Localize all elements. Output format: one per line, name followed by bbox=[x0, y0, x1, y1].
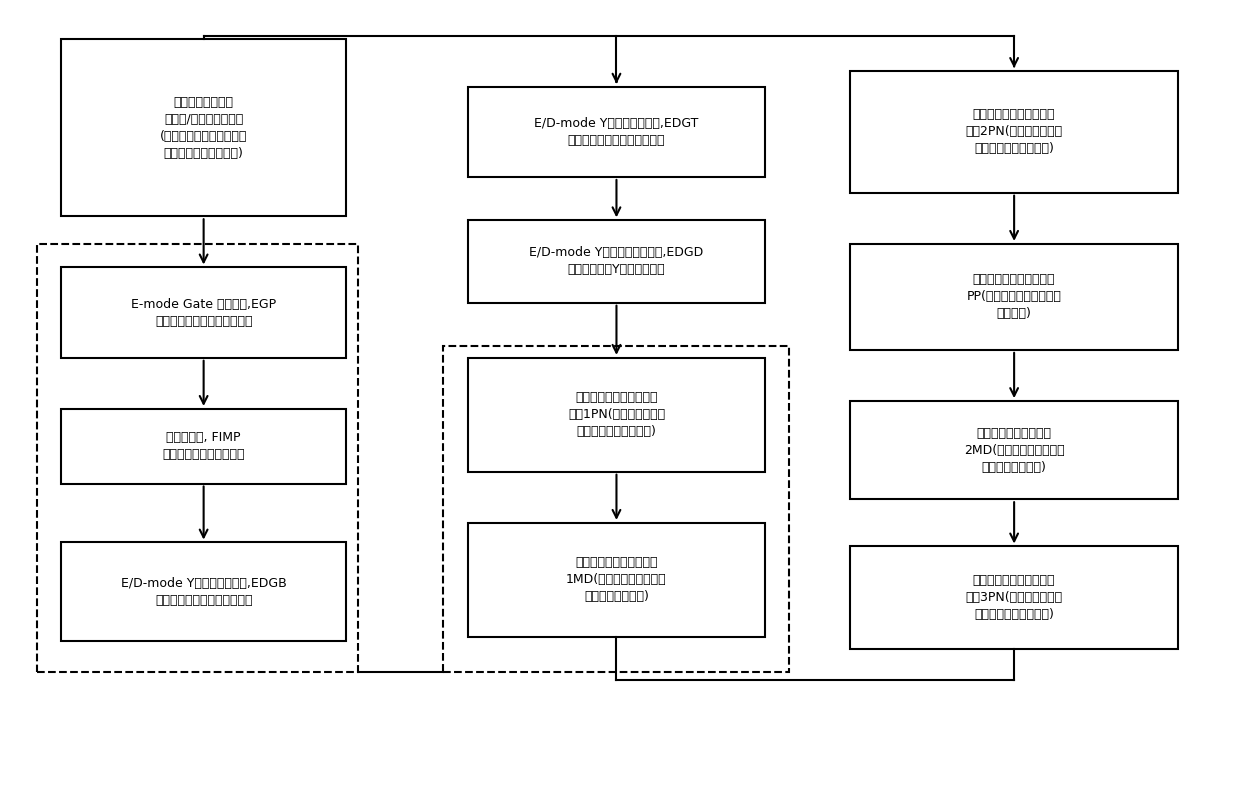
Bar bbox=[850, 244, 1178, 350]
Bar bbox=[850, 401, 1178, 499]
Bar bbox=[61, 39, 346, 217]
Text: E/D-mode Y栅底部光刻工艺,EDGB
（表面清洗与黄光曝光显影）: E/D-mode Y栅底部光刻工艺,EDGB （表面清洗与黄光曝光显影） bbox=[120, 577, 286, 606]
Bar bbox=[61, 542, 346, 641]
Text: 氟离子注入, FIMP
（离子注入及晶格修复）: 氟离子注入, FIMP （离子注入及晶格修复） bbox=[162, 431, 245, 461]
Text: E-mode Gate 光刻工艺,EGP
（表面清洗与黄光曝光显影）: E-mode Gate 光刻工艺,EGP （表面清洗与黄光曝光显影） bbox=[131, 298, 276, 327]
Bar bbox=[61, 267, 346, 358]
Text: 第二钝化层氮化物沉积工
艺，2PN(表面清洗、黄光
曝光显影、蚀刻与沉积): 第二钝化层氮化物沉积工 艺，2PN(表面清洗、黄光 曝光显影、蚀刻与沉积) bbox=[965, 108, 1063, 156]
Bar bbox=[444, 346, 789, 672]
Text: 第二金属层沉积工艺，
2MD(表面清洗、黄光曝光
显影与金属化程序): 第二金属层沉积工艺， 2MD(表面清洗、黄光曝光 显影与金属化程序) bbox=[964, 427, 1064, 474]
Text: E/D-mode Y栅顶部光刻工艺,EDGT
（表面清洗与黄光曝光显影）: E/D-mode Y栅顶部光刻工艺,EDGT （表面清洗与黄光曝光显影） bbox=[534, 117, 699, 147]
Bar bbox=[850, 71, 1178, 192]
Bar bbox=[467, 358, 766, 472]
Text: 外延片表面处理与
器件源/漏极金属化工艺
(表面清洗、黄光曝光显影
离子佈植与金属化工艺): 外延片表面处理与 器件源/漏极金属化工艺 (表面清洗、黄光曝光显影 离子佈植与金… bbox=[160, 96, 248, 160]
Bar bbox=[850, 546, 1178, 649]
Bar bbox=[467, 221, 766, 303]
Bar bbox=[37, 244, 358, 672]
Text: 第一钝化层氮化物沉积工
艺，1PN(表面清洗、黄光
曝光显影、蚀刻与沉积): 第一钝化层氮化物沉积工 艺，1PN(表面清洗、黄光 曝光显影、蚀刻与沉积) bbox=[567, 391, 665, 438]
Text: E/D-mode Y栅金属化沉积工艺,EDGD
（表面清洗与Y栅金属沉积）: E/D-mode Y栅金属化沉积工艺,EDGD （表面清洗与Y栅金属沉积） bbox=[529, 246, 704, 277]
Text: 聚合物钝化平坦层工艺，
PP(表面清洗、黄光曝光显
影与蚀刻): 聚合物钝化平坦层工艺， PP(表面清洗、黄光曝光显 影与蚀刻) bbox=[966, 273, 1062, 320]
Bar bbox=[467, 523, 766, 637]
Bar bbox=[61, 409, 346, 484]
Bar bbox=[467, 87, 766, 177]
Text: 第三钝化层氮化物沉积工
艺，3PN(表面清洗、黄光
曝光显影、蚀刻与沉积): 第三钝化层氮化物沉积工 艺，3PN(表面清洗、黄光 曝光显影、蚀刻与沉积) bbox=[965, 574, 1063, 621]
Text: 第一层金属层沉积工艺，
1MD(表面清洗、黄光曝光
显影与金属化程序): 第一层金属层沉积工艺， 1MD(表面清洗、黄光曝光 显影与金属化程序) bbox=[566, 557, 667, 603]
